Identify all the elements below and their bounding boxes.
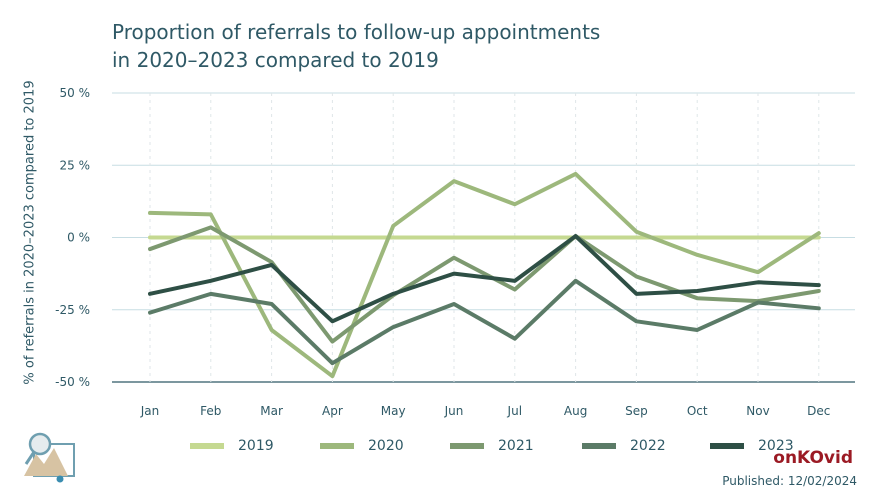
y-tick-label: -25 % [55, 303, 90, 317]
legend-label: 2022 [630, 438, 666, 454]
chart-title-line1: Proportion of referrals to follow-up app… [112, 20, 601, 44]
series-line-2022 [148, 278, 821, 366]
published-date: Published: 12/02/2024 [722, 474, 857, 488]
x-tick-label: Aug [564, 404, 587, 418]
brand-name: onKOvid [773, 448, 853, 468]
x-tick-label: Apr [322, 404, 343, 418]
series-line-2023 [148, 234, 821, 324]
legend-swatch [582, 443, 616, 449]
y-tick-label: 50 % [60, 86, 91, 100]
y-tick-label: -50 % [55, 375, 90, 389]
onkovid-logo-icon [24, 432, 75, 483]
x-tick-label: Jan [140, 404, 160, 418]
legend-label: 2020 [368, 438, 404, 454]
legend-item-2021[interactable]: 2021 [450, 438, 534, 454]
legend-item-2023[interactable]: 2023 [710, 438, 794, 454]
legend: 2019 2020 2021 2022 2023 [190, 438, 810, 458]
legend-swatch [450, 443, 484, 449]
chart-title-line2: in 2020–2023 compared to 2019 [112, 48, 439, 72]
line-chart: 50 % 25 % 0 % -25 % -50 % Jan Feb Mar Apr May Jun… [55, 86, 855, 418]
series-lines [148, 171, 821, 379]
x-tick-label: Feb [200, 404, 221, 418]
x-tick-label: Mar [260, 404, 283, 418]
x-ticks: Jan Feb Mar Apr May Jun Jul Aug Sep Oct Nov Dec [140, 404, 831, 418]
x-tick-label: Sep [625, 404, 648, 418]
y-ticks: 50 % 25 % 0 % -25 % -50 % [55, 86, 90, 389]
x-tick-label: Jul [507, 404, 522, 418]
x-tick-label: Jun [444, 404, 464, 418]
legend-swatch [190, 443, 224, 449]
legend-label: 2023 [758, 438, 794, 454]
x-tick-label: Dec [807, 404, 830, 418]
x-tick-label: Oct [687, 404, 708, 418]
y-tick-label: 0 % [67, 231, 90, 245]
legend-label: 2021 [498, 438, 534, 454]
legend-item-2022[interactable]: 2022 [582, 438, 666, 454]
series-line-2020 [148, 171, 821, 379]
x-gridlines [149, 93, 820, 382]
y-tick-label: 25 % [60, 158, 91, 172]
x-tick-label: May [381, 404, 406, 418]
series-line-2021 [148, 225, 821, 344]
legend-label: 2019 [238, 438, 274, 454]
legend-item-2019[interactable]: 2019 [190, 438, 274, 454]
legend-swatch [320, 443, 354, 449]
legend-swatch [710, 443, 744, 449]
chart-title: Proportion of referrals to follow-up app… [112, 18, 632, 74]
x-tick-label: Nov [746, 404, 769, 418]
legend-item-2020[interactable]: 2020 [320, 438, 404, 454]
